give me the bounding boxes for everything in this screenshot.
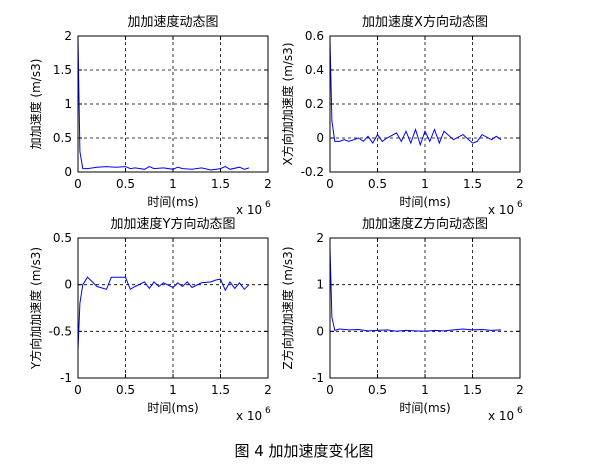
plot1-series-line [77, 35, 250, 171]
plot3-x-tick-label: 2 [264, 383, 272, 397]
plot4-x-tick-label: 0 [326, 383, 334, 397]
plot4-x-axis-label: 时间(ms) [399, 401, 450, 415]
plot2-series-line [329, 39, 502, 147]
plot3-y-axis-label: Y方向加加速度 (m/s3) [28, 247, 43, 370]
plot1-y-tick-label: 1 [64, 97, 72, 111]
plot4-title: 加加速度Z方向动态图 [362, 216, 488, 232]
plot1-x-axis-label: 时间(ms) [147, 195, 198, 209]
plot4-y-tick-label: -1 [312, 371, 324, 385]
plot4-y-tick-label: 1 [316, 278, 324, 292]
plot2-x-tick-label: 2 [516, 177, 524, 191]
plot1-axes-frame [77, 35, 269, 173]
plot3-x-multiplier-exponent: 6 [265, 406, 271, 416]
plot4-x-multiplier-exponent: 6 [517, 406, 523, 416]
plot3-x-tick-label: 1.5 [211, 383, 230, 397]
plot2-x-tick-label: 0.5 [368, 177, 387, 191]
plot4-y-tick-label: 2 [316, 231, 324, 245]
plot1-x-tick-label: 0 [74, 177, 82, 191]
plot3-title: 加加速度Y方向动态图 [111, 216, 236, 232]
plot4-axes-frame [329, 237, 521, 379]
plot2-x-tick-label: 1 [421, 177, 429, 191]
plot1-x-tick-label: 1.5 [211, 177, 230, 191]
plot2-y-axis-label: X方向加加速度 (m/s3) [280, 42, 295, 165]
plot2-x-tick-label: 1.5 [463, 177, 482, 191]
plot1-x-tick-label: 1 [169, 177, 177, 191]
plot1-x-tick-label: 2 [264, 177, 272, 191]
plot4-series-line [329, 247, 502, 332]
plot4-x-multiplier: x 10 [488, 409, 514, 423]
plot3-x-multiplier: x 10 [236, 409, 262, 423]
plot2-y-tick-label: 0.4 [305, 63, 324, 77]
plot2-x-multiplier: x 10 [488, 203, 514, 217]
plot3-x-axis-label: 时间(ms) [147, 401, 198, 415]
plot3-y-tick-label: -1 [60, 371, 72, 385]
plot1-y-tick-label: 0 [64, 165, 72, 179]
plot4-y-axis-label: Z方向加加速度 (m/s3) [280, 246, 295, 369]
plot1-y-tick-label: 0.5 [53, 131, 72, 145]
plot3-y-tick-label: 0 [64, 278, 72, 292]
figure-caption: 图 4 加加速度变化图 [234, 442, 374, 460]
plot4-y-tick-label: 0 [316, 324, 324, 338]
plot2-axes-frame [329, 35, 521, 173]
plot3-series-line [77, 276, 250, 351]
plot1-y-tick-label: 2 [64, 29, 72, 43]
plot2-x-tick-label: 0 [326, 177, 334, 191]
plot1-x-multiplier: x 10 [236, 203, 262, 217]
plot2-y-tick-label: 0 [316, 131, 324, 145]
plot4-x-tick-label: 1 [421, 383, 429, 397]
plot1-title: 加加速度动态图 [127, 14, 218, 30]
plot4-x-tick-label: 0.5 [368, 383, 387, 397]
plot2-x-axis-label: 时间(ms) [399, 195, 450, 209]
plot1-y-tick-label: 1.5 [53, 63, 72, 77]
plot3-y-tick-label: -0.5 [49, 324, 72, 338]
plot3-x-tick-label: 0 [74, 383, 82, 397]
plot1-y-axis-label: 加加速度 (m/s3) [28, 59, 43, 150]
plot3-axes-frame [77, 237, 269, 379]
plot2-y-tick-label: 0.2 [305, 97, 324, 111]
plot2-y-tick-label: 0.6 [305, 29, 324, 43]
plot2-title: 加加速度X方向动态图 [362, 14, 488, 30]
plot1-x-multiplier-exponent: 6 [265, 200, 271, 210]
plot3-x-tick-label: 1 [169, 383, 177, 397]
plot3-y-tick-label: 0.5 [53, 231, 72, 245]
plot4-x-tick-label: 2 [516, 383, 524, 397]
plot2-y-tick-label: -0.2 [301, 165, 324, 179]
plot1-x-tick-label: 0.5 [116, 177, 135, 191]
plot2-x-multiplier-exponent: 6 [517, 200, 523, 210]
plot4-x-tick-label: 1.5 [463, 383, 482, 397]
plot3-x-tick-label: 0.5 [116, 383, 135, 397]
